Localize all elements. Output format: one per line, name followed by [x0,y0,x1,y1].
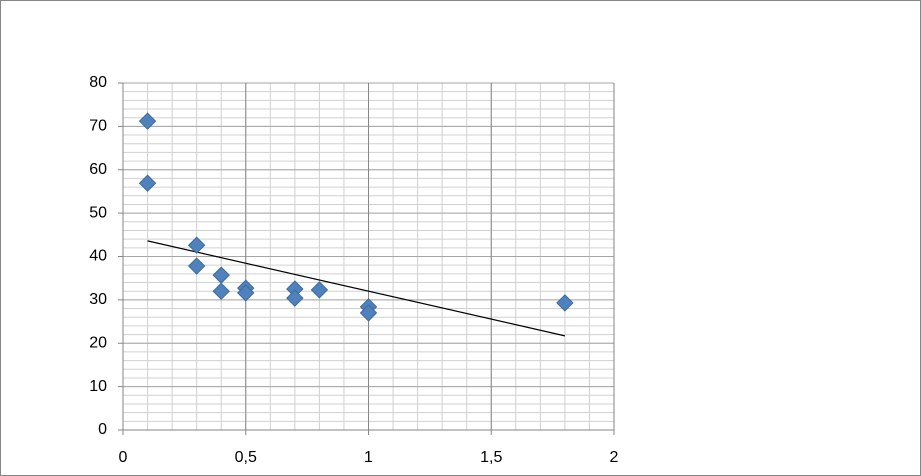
y-tick-label: 0 [98,421,107,438]
point [212,282,230,300]
y-tick-label: 50 [89,204,107,221]
point [187,257,206,275]
point [310,281,329,299]
point [286,289,304,307]
point [556,294,574,312]
y-tick-label: 10 [89,378,107,395]
x-tick-label: 1,5 [480,449,502,466]
y-tick-label: 80 [89,74,107,91]
x-tick-label: 2 [610,449,619,466]
point [187,236,206,254]
point [359,304,378,322]
point [138,174,157,192]
x-tick-label: 0,5 [235,449,257,466]
x-tick-label: 1 [364,449,373,466]
y-tick-label: 40 [89,248,107,265]
y-tick-label: 20 [89,334,107,351]
y-tick-label: 70 [89,118,107,135]
y-tick-label: 30 [89,291,107,308]
y-tick-label: 60 [89,161,107,178]
trendline [147,240,566,337]
point [237,284,255,302]
x-tick-label: 0 [119,449,128,466]
point [138,112,157,130]
